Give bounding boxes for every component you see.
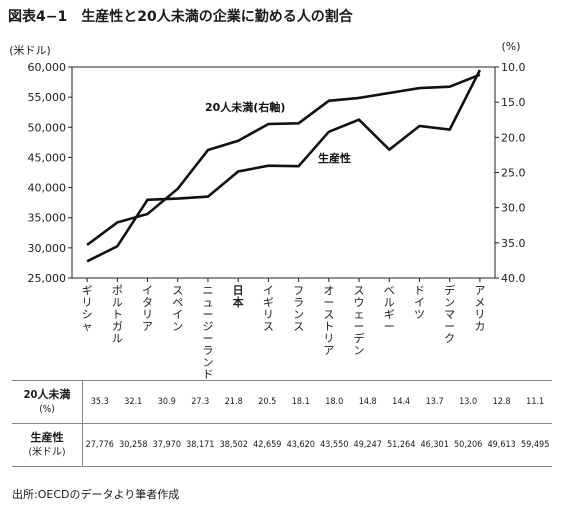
table-cell: 38,502 bbox=[217, 423, 251, 467]
right-axis-tick-label: 30.0 bbox=[501, 202, 526, 215]
x-axis-category-label: アメリカ bbox=[474, 284, 485, 333]
table-cell: 43,550 bbox=[317, 423, 351, 467]
table-row-header: 20人未満 (%) bbox=[12, 380, 83, 424]
table-cell: 13.7 bbox=[417, 380, 452, 424]
x-axis-category-label: ニュージーランド bbox=[202, 284, 213, 380]
series-label-productivity: 生産性 bbox=[318, 151, 351, 165]
x-axis-category-label: ドイツ bbox=[414, 284, 425, 321]
x-axis-category-label: イギリス bbox=[263, 284, 274, 333]
table-cell: 27.3 bbox=[183, 380, 218, 424]
table-cell: 27,776 bbox=[82, 423, 117, 467]
table-cell: 21.8 bbox=[217, 380, 251, 424]
table-cell: 32.1 bbox=[116, 380, 151, 424]
left-axis-tick-label: 35,000 bbox=[28, 212, 67, 225]
right-axis-tick-label: 25.0 bbox=[501, 167, 526, 180]
table-cell: 43,620 bbox=[284, 423, 318, 467]
left-axis-tick-label: 45,000 bbox=[28, 151, 67, 164]
right-axis-tick-label: 35.0 bbox=[501, 237, 526, 250]
chart-title: 図表4−1 生産性と20人未満の企業に勤める人の割合 bbox=[8, 6, 353, 26]
table-cell: 11.1 bbox=[518, 380, 552, 424]
line-chart: (米ドル) 25,000 30,000 35,000 40,000 45,000 50,00… bbox=[9, 40, 526, 380]
right-axis-tick-label: 10.0 bbox=[501, 61, 526, 74]
table-cell: 20.5 bbox=[250, 380, 284, 424]
table-row-productivity: 生産性 (米ドル) 27,776 30,258 37,970 38,171 38,502 42… bbox=[12, 423, 552, 467]
table-cell: 18.0 bbox=[317, 380, 351, 424]
left-axis-tick-label: 50,000 bbox=[28, 121, 67, 134]
x-axis-category-label: スペイン bbox=[172, 284, 183, 333]
plot-frame bbox=[71, 66, 496, 279]
table-cell: 42,659 bbox=[250, 423, 284, 467]
table-cell: 30,258 bbox=[116, 423, 151, 467]
x-axis-category-label: オーストリア bbox=[323, 284, 334, 357]
table-cell: 46,301 bbox=[417, 423, 452, 467]
series-line-small-firm-share bbox=[86, 73, 481, 246]
chart-title-text: 生産性と20人未満の企業に勤める人の割合 bbox=[81, 9, 353, 25]
table-cell: 38,171 bbox=[183, 423, 218, 467]
table-cell: 49,613 bbox=[484, 423, 519, 467]
data-table: 20人未満 (%) 35.3 32.1 30.9 27.3 21.8 20.5 18.1 18.0… bbox=[12, 380, 552, 467]
left-axis-unit: (米ドル) bbox=[9, 44, 51, 57]
right-axis-tick-label: 15.0 bbox=[501, 96, 526, 109]
x-axis-category-label: 日本 bbox=[233, 284, 244, 309]
table-row-header: 生産性 (米ドル) bbox=[12, 423, 83, 467]
right-axis-unit: (%) bbox=[501, 40, 520, 53]
table-cell: 18.1 bbox=[284, 380, 318, 424]
table-cell: 14.4 bbox=[384, 380, 418, 424]
x-axis-category-label: イタリア bbox=[142, 284, 153, 333]
left-axis-tick-label: 25,000 bbox=[28, 272, 67, 285]
table-cell: 49,247 bbox=[350, 423, 385, 467]
table-cell: 51,264 bbox=[384, 423, 418, 467]
table-cell: 50,206 bbox=[451, 423, 485, 467]
table-cell: 12.8 bbox=[484, 380, 519, 424]
x-axis-category-label: スウェーデン bbox=[354, 284, 365, 357]
table-cell: 37,970 bbox=[150, 423, 184, 467]
x-axis-category-label: ベルギー bbox=[384, 284, 395, 333]
left-axis-tick-label: 55,000 bbox=[28, 91, 67, 104]
table-row-small-firm-share: 20人未満 (%) 35.3 32.1 30.9 27.3 21.8 20.5 18.1 18.0… bbox=[12, 380, 552, 424]
figure-label: 図表4−1 bbox=[8, 9, 68, 25]
right-axis-tick-label: 40.0 bbox=[501, 272, 526, 285]
table-cell: 13.0 bbox=[451, 380, 485, 424]
left-axis-tick-label: 30,000 bbox=[28, 242, 67, 255]
left-axis-tick-label: 40,000 bbox=[28, 182, 67, 195]
x-axis-category-label: フランス bbox=[293, 284, 304, 333]
series-line-productivity bbox=[86, 69, 482, 263]
x-axis-category-label: ギリシャ bbox=[82, 284, 93, 333]
table-cell: 30.9 bbox=[150, 380, 184, 424]
right-axis-tick-label: 20.0 bbox=[501, 131, 526, 144]
table-cell: 59,495 bbox=[518, 423, 552, 467]
left-axis-tick-label: 60,000 bbox=[28, 61, 67, 74]
x-axis-category-label: ポルトガル bbox=[112, 284, 123, 345]
series-label-small-firm-share: 20人未満(右軸) bbox=[205, 100, 285, 114]
x-axis-category-label: デンマーク bbox=[444, 283, 455, 345]
source-note: 出所:OECDのデータより筆者作成 bbox=[12, 488, 180, 501]
table-cell: 35.3 bbox=[82, 380, 117, 424]
table-cell: 14.8 bbox=[350, 380, 385, 424]
